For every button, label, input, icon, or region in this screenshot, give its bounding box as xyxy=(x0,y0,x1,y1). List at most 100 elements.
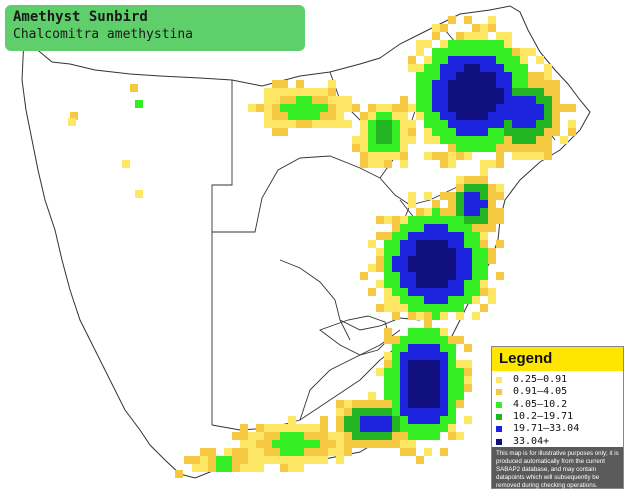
occurrence-cell xyxy=(504,88,512,96)
occurrence-cell xyxy=(336,416,344,424)
occurrence-cell xyxy=(304,432,312,440)
occurrence-cell xyxy=(264,448,272,456)
occurrence-cell xyxy=(432,296,440,304)
occurrence-cell xyxy=(448,136,456,144)
occurrence-cell xyxy=(408,192,416,200)
legend-label: 4.05–10.2 xyxy=(513,398,568,410)
occurrence-cell xyxy=(464,64,472,72)
occurrence-cell xyxy=(496,192,504,200)
occurrence-cell xyxy=(448,192,456,200)
occurrence-cell xyxy=(360,128,368,136)
occurrence-cell xyxy=(400,408,408,416)
occurrence-cell xyxy=(400,360,408,368)
occurrence-cell xyxy=(336,112,344,120)
legend-items: 0.25–0.91 0.91–4.05 4.05–10.2 10.2–19.71… xyxy=(492,371,623,448)
occurrence-cell xyxy=(456,304,464,312)
occurrence-cell xyxy=(424,304,432,312)
occurrence-cell xyxy=(440,352,448,360)
occurrence-cell xyxy=(480,208,488,216)
occurrence-cell xyxy=(416,88,424,96)
occurrence-cell xyxy=(472,192,480,200)
occurrence-cell xyxy=(424,360,432,368)
occurrence-cell xyxy=(424,128,432,136)
occurrence-cell xyxy=(472,232,480,240)
occurrence-cell xyxy=(240,440,248,448)
occurrence-cell xyxy=(408,240,416,248)
occurrence-cell xyxy=(504,48,512,56)
occurrence-cell xyxy=(448,16,456,24)
occurrence-cell xyxy=(312,440,320,448)
occurrence-cell xyxy=(456,336,464,344)
occurrence-cell xyxy=(408,104,416,112)
occurrence-cell xyxy=(376,136,384,144)
occurrence-cell xyxy=(416,384,424,392)
occurrence-cell xyxy=(352,424,360,432)
occurrence-cell xyxy=(448,56,456,64)
occurrence-cell xyxy=(448,416,456,424)
species-title-box: Amethyst Sunbird Chalcomitra amethystina xyxy=(5,5,305,51)
occurrence-cell xyxy=(552,104,560,112)
occurrence-cell xyxy=(488,136,496,144)
occurrence-cell xyxy=(480,224,488,232)
occurrence-cell xyxy=(472,224,480,232)
occurrence-cell xyxy=(496,64,504,72)
occurrence-cell xyxy=(376,104,384,112)
occurrence-cell xyxy=(304,120,312,128)
legend-label: 33.04+ xyxy=(513,435,550,447)
occurrence-cell xyxy=(480,264,488,272)
occurrence-cell xyxy=(320,112,328,120)
occurrence-cell xyxy=(392,256,400,264)
occurrence-cell xyxy=(392,424,400,432)
occurrence-cell xyxy=(288,96,296,104)
occurrence-cell xyxy=(288,456,296,464)
occurrence-cell xyxy=(400,448,408,456)
occurrence-cell xyxy=(384,160,392,168)
occurrence-cell xyxy=(416,408,424,416)
occurrence-cell xyxy=(472,296,480,304)
occurrence-cell xyxy=(424,376,432,384)
occurrence-cell xyxy=(440,160,448,168)
occurrence-cell xyxy=(424,368,432,376)
occurrence-cell xyxy=(368,136,376,144)
occurrence-cell xyxy=(480,184,488,192)
occurrence-cell xyxy=(448,48,456,56)
occurrence-cell xyxy=(352,104,360,112)
occurrence-cell xyxy=(184,456,192,464)
legend-panel: Legend 0.25–0.91 0.91–4.05 4.05–10.2 10.… xyxy=(491,346,624,489)
occurrence-cell xyxy=(432,328,440,336)
occurrence-cell xyxy=(400,104,408,112)
occurrence-cell xyxy=(432,152,440,160)
occurrence-cell xyxy=(528,128,536,136)
occurrence-cell xyxy=(440,248,448,256)
occurrence-cell xyxy=(122,160,130,168)
occurrence-cell xyxy=(400,368,408,376)
occurrence-cell xyxy=(440,272,448,280)
occurrence-cell xyxy=(440,280,448,288)
occurrence-cell xyxy=(376,368,384,376)
occurrence-cell xyxy=(520,64,528,72)
occurrence-cell xyxy=(448,216,456,224)
occurrence-cell xyxy=(488,112,496,120)
occurrence-cell xyxy=(424,400,432,408)
occurrence-cell xyxy=(448,208,456,216)
occurrence-cell xyxy=(480,232,488,240)
occurrence-cell xyxy=(528,120,536,128)
occurrence-cell xyxy=(424,352,432,360)
occurrence-cell xyxy=(68,118,76,126)
occurrence-cell xyxy=(456,176,464,184)
occurrence-cell xyxy=(352,408,360,416)
occurrence-cell xyxy=(360,136,368,144)
occurrence-cell xyxy=(456,184,464,192)
occurrence-cell xyxy=(328,112,336,120)
legend-item: 10.2–19.71 xyxy=(496,411,623,423)
occurrence-cell xyxy=(528,48,536,56)
occurrence-cell xyxy=(432,48,440,56)
occurrence-cell xyxy=(528,152,536,160)
occurrence-cell xyxy=(440,368,448,376)
occurrence-cell xyxy=(432,376,440,384)
occurrence-cell xyxy=(408,120,416,128)
occurrence-cell xyxy=(384,104,392,112)
occurrence-cell xyxy=(440,392,448,400)
occurrence-cell xyxy=(504,128,512,136)
occurrence-cell xyxy=(424,344,432,352)
